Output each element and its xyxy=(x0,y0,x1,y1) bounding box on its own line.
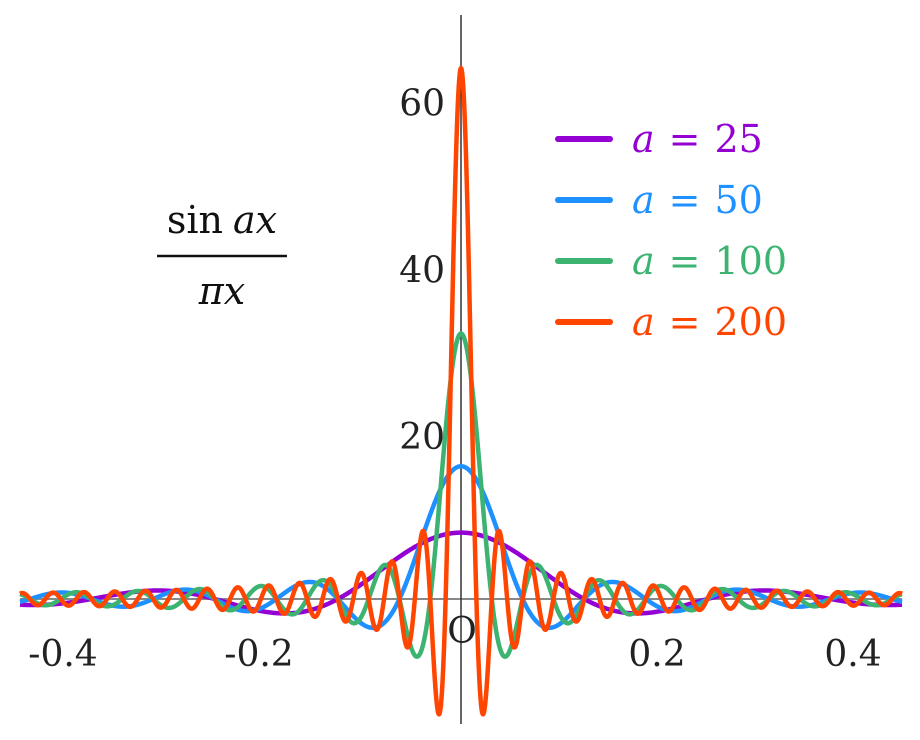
legend-var: a xyxy=(632,178,655,222)
legend-value: 100 xyxy=(715,239,788,283)
legend-label: a = 50 xyxy=(632,178,763,222)
legend-var: a xyxy=(632,117,655,161)
function-denominator: πx xyxy=(198,269,245,313)
numerator-fn: sin xyxy=(167,198,223,242)
legend-eq: = xyxy=(669,117,701,161)
legend-eq: = xyxy=(669,178,701,222)
y-tick-labels: 20 40 60 xyxy=(399,84,445,459)
y-tick-label: 20 xyxy=(399,417,445,458)
legend-var: a xyxy=(632,300,655,344)
legend-eq: = xyxy=(669,239,701,283)
series-line-a-25 xyxy=(18,530,904,616)
legend-item: a = 100 xyxy=(555,239,787,283)
legend-item: a = 200 xyxy=(555,300,787,344)
legend-eq: = xyxy=(669,300,701,344)
x-tick-label: 0.2 xyxy=(628,634,685,675)
legend-value: 50 xyxy=(715,178,763,222)
function-label: sin ax πx xyxy=(157,198,287,313)
legend-label: a = 200 xyxy=(632,300,787,344)
series-line-a-200 xyxy=(18,65,904,717)
legend-var: a xyxy=(632,239,655,283)
x-tick-label: -0.2 xyxy=(224,634,293,675)
legend: a = 25 a = 50 a = 100 a = 200 xyxy=(555,117,787,344)
legend-item: a = 25 xyxy=(555,117,763,161)
function-numerator: sin ax xyxy=(167,198,277,242)
legend-label: a = 100 xyxy=(632,239,787,283)
y-tick-label: 60 xyxy=(399,84,445,125)
origin-label: O xyxy=(447,611,477,652)
x-tick-label: 0.4 xyxy=(824,634,881,675)
legend-label: a = 25 xyxy=(632,117,763,161)
legend-value: 25 xyxy=(715,117,763,161)
numerator-arg: ax xyxy=(233,198,277,242)
x-tick-labels: -0.4 -0.2 O 0.2 0.4 xyxy=(28,611,881,675)
x-tick-label: -0.4 xyxy=(28,634,97,675)
series-line-a-50 xyxy=(18,464,904,631)
y-tick-label: 40 xyxy=(399,250,445,291)
series-layer xyxy=(18,65,904,717)
series-line-a-100 xyxy=(18,331,904,659)
legend-value: 200 xyxy=(715,300,788,344)
legend-item: a = 50 xyxy=(555,178,763,222)
